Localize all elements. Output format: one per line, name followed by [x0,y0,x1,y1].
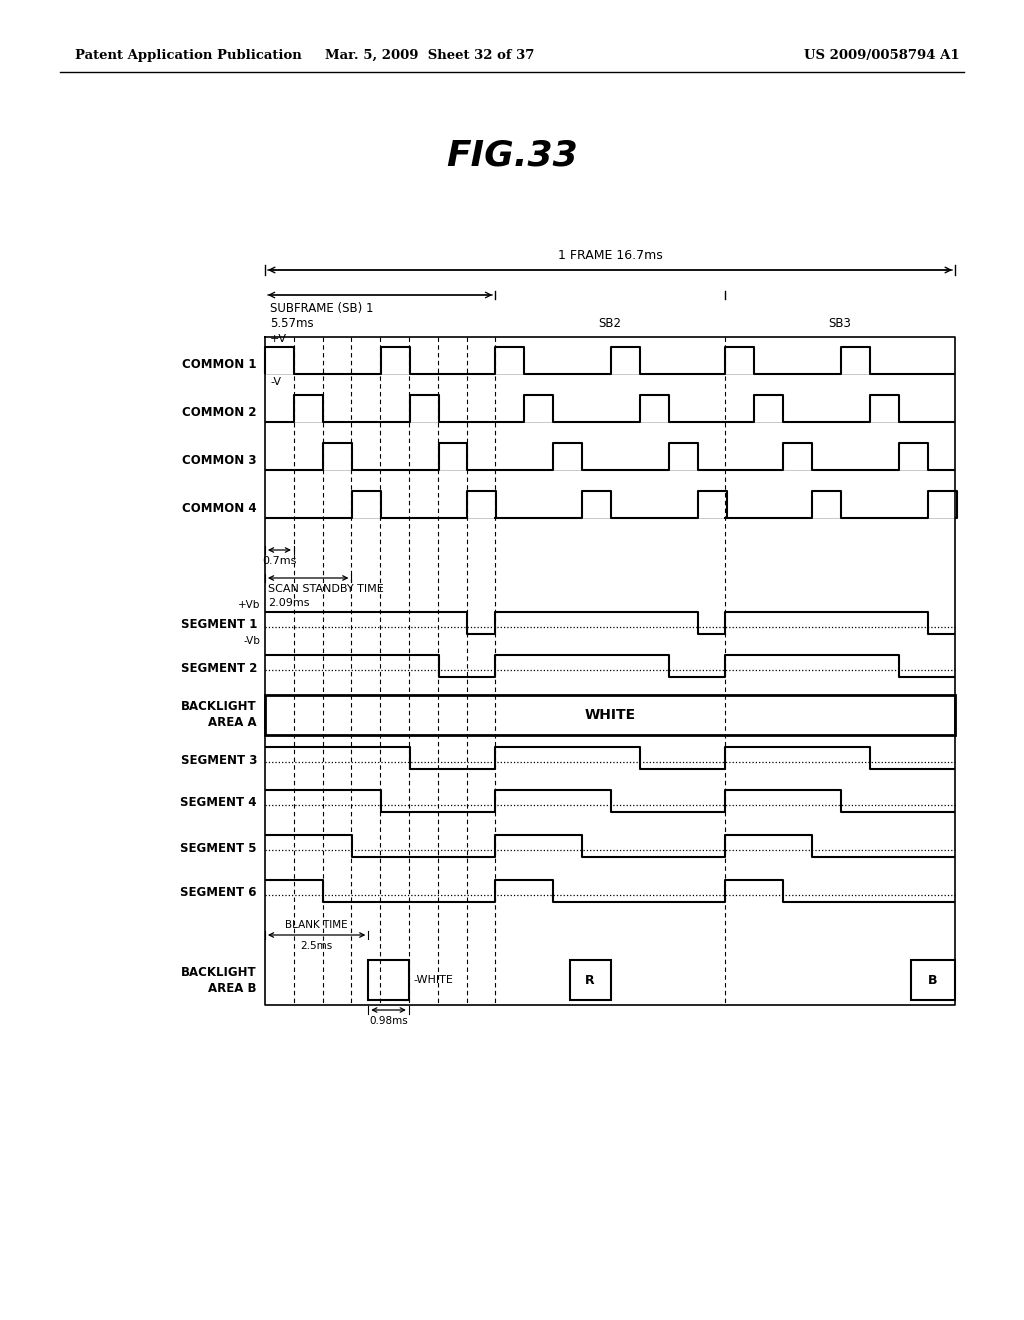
Text: BLANK TIME: BLANK TIME [286,920,348,931]
Text: SEGMENT 2: SEGMENT 2 [180,661,257,675]
Text: SEGMENT 6: SEGMENT 6 [180,887,257,899]
Bar [569,960,611,1001]
Text: +V: +V [270,334,287,345]
Text: SB3: SB3 [828,317,852,330]
Text: +Vb: +Vb [238,601,260,610]
Text: -Vb: -Vb [243,636,260,645]
Text: 1 FRAME 16.7ms: 1 FRAME 16.7ms [558,249,663,261]
Text: COMMON 1: COMMON 1 [182,359,257,371]
Text: COMMON 4: COMMON 4 [182,503,257,516]
Text: SUBFRAME (SB) 1: SUBFRAME (SB) 1 [270,302,374,315]
Text: Mar. 5, 2009  Sheet 32 of 37: Mar. 5, 2009 Sheet 32 of 37 [326,49,535,62]
Text: COMMON 2: COMMON 2 [182,407,257,420]
Text: SEGMENT 3: SEGMENT 3 [180,754,257,767]
Text: 0.7ms: 0.7ms [262,556,297,566]
Text: B: B [929,974,938,986]
Text: COMMON 3: COMMON 3 [182,454,257,467]
Text: -WHITE: -WHITE [414,975,454,985]
Text: SCAN STANDBY TIME: SCAN STANDBY TIME [268,583,384,594]
Text: 0.98ms: 0.98ms [370,1016,408,1026]
Text: 2.09ms: 2.09ms [268,598,309,609]
Text: 2.5ms: 2.5ms [300,941,333,950]
Text: BACKLIGHT
AREA B: BACKLIGHT AREA B [181,965,257,994]
Text: FIG.33: FIG.33 [446,139,578,172]
Bar [369,960,409,1001]
Text: 5.57ms: 5.57ms [270,317,313,330]
Text: -V: -V [270,376,281,387]
Text: WHITE: WHITE [585,708,636,722]
Bar [911,960,955,1001]
Bar [265,696,955,735]
Text: Patent Application Publication: Patent Application Publication [75,49,302,62]
Text: BACKLIGHT
AREA A: BACKLIGHT AREA A [181,701,257,730]
Text: SEGMENT 5: SEGMENT 5 [180,842,257,854]
Text: SB2: SB2 [599,317,622,330]
Text: R: R [586,974,595,986]
Text: SEGMENT 4: SEGMENT 4 [180,796,257,809]
Text: US 2009/0058794 A1: US 2009/0058794 A1 [805,49,961,62]
Text: SEGMENT 1: SEGMENT 1 [180,619,257,631]
